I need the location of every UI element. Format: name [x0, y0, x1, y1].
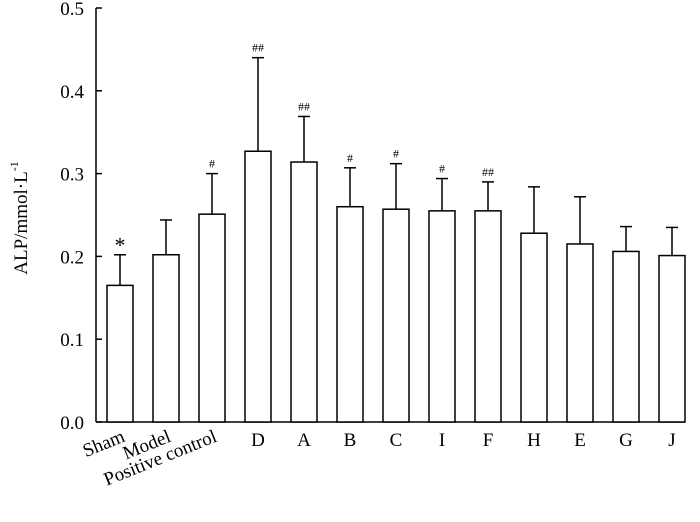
bar: [152, 253, 180, 423]
category-label: F: [483, 430, 494, 451]
significance-marker: ##: [298, 99, 310, 113]
bar: [198, 213, 226, 423]
significance-marker: #: [209, 157, 215, 171]
bar: [428, 210, 456, 423]
y-tick-label: 0.4: [60, 82, 84, 103]
y-tick-label: 0.0: [60, 413, 84, 434]
category-label: G: [619, 430, 633, 451]
category-label: D: [251, 430, 265, 451]
significance-marker: #: [347, 151, 353, 165]
category-label: E: [574, 430, 586, 451]
chart-bars: [106, 56, 686, 423]
y-tick-label: 0.1: [60, 330, 84, 351]
category-label: I: [439, 430, 445, 451]
y-tick-label: 0.3: [60, 165, 84, 186]
bar: [474, 210, 502, 423]
category-label: B: [344, 430, 357, 451]
category-label: C: [390, 430, 403, 451]
bar: [290, 161, 318, 423]
bar: [336, 205, 364, 423]
bar: [520, 232, 548, 423]
bar: [566, 243, 594, 423]
category-label: A: [297, 430, 311, 451]
y-tick-label: 0.2: [60, 247, 84, 268]
significance-marker: ##: [482, 165, 494, 179]
y-tick-label: 0.5: [60, 0, 84, 20]
chart-axes: 0.0 0.1 0.2 0.3 0.4 0.5: [60, 0, 685, 434]
significance-marker: #: [393, 147, 399, 161]
bar: [106, 284, 134, 423]
significance-marker: #: [439, 162, 445, 176]
bar: [244, 150, 272, 423]
category-label: H: [527, 430, 541, 451]
bar: [382, 208, 410, 423]
y-axis-title: ALP/mmol·L-1: [7, 161, 32, 274]
significance-marker: ##: [252, 41, 264, 55]
significance-marker: *: [115, 233, 126, 258]
category-label: J: [668, 430, 675, 451]
bar: [658, 254, 686, 423]
bar: [612, 250, 640, 423]
